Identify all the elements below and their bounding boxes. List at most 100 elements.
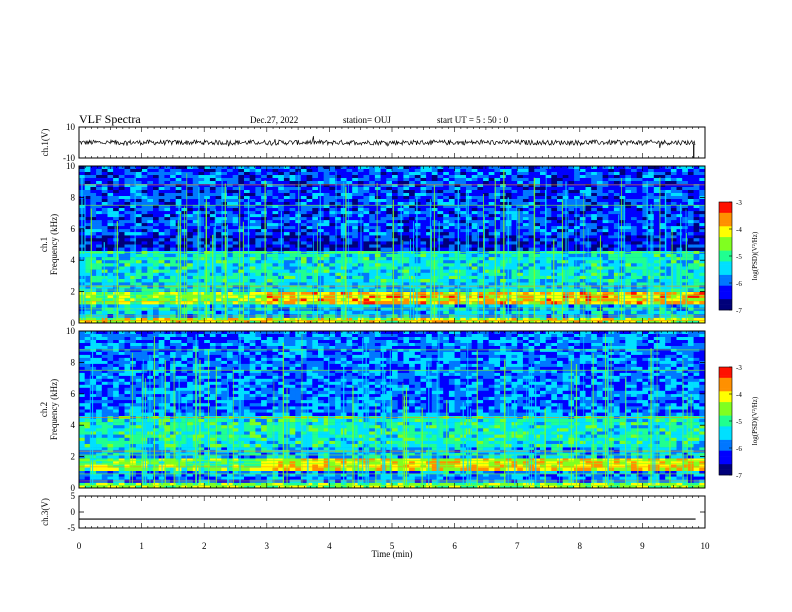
spectrogram-cell [687, 244, 694, 248]
spectrogram-cell [608, 253, 615, 258]
spectrogram-cell [443, 241, 450, 245]
spectrogram-cell [283, 253, 290, 258]
spectrogram-cell [215, 253, 222, 258]
spectrogram-cell [135, 190, 142, 194]
spectrogram-cell [84, 263, 91, 267]
spectrogram-cell [574, 301, 581, 305]
spectrogram-cell [318, 320, 324, 324]
spectrogram-cell [312, 178, 319, 182]
spectrogram-cell [266, 229, 273, 233]
spectrogram-cell [312, 220, 319, 224]
spectrogram-cell [631, 285, 637, 289]
spectrogram-cell [460, 205, 467, 209]
spectrogram-cell [124, 244, 131, 248]
spectrogram-cell [380, 257, 387, 261]
spectrogram-cell [448, 275, 455, 280]
spectrogram-cell [369, 275, 376, 280]
spectrogram-cell [238, 223, 245, 227]
spectrogram-cell [153, 208, 159, 212]
spectrogram-cell [483, 294, 490, 299]
spectrogram-cell [261, 187, 268, 191]
spectrogram-cell [118, 282, 125, 286]
spectrogram-cell [374, 211, 381, 215]
spectrogram-cell [369, 223, 376, 227]
spectrogram-cell [591, 304, 598, 308]
spectrogram-cell [369, 172, 376, 176]
spectrogram-cell [204, 247, 211, 251]
spectrogram-cell [619, 247, 626, 251]
spectrogram-cell [90, 211, 97, 215]
spectrogram-cell [312, 181, 319, 185]
spectrogram-cell [90, 238, 97, 242]
spectrogram-cell [244, 172, 250, 176]
spectrogram-cell [477, 260, 484, 264]
spectrogram-cell [414, 190, 421, 194]
spectrogram-cell [574, 317, 581, 321]
spectrogram-cell [386, 241, 393, 245]
spectrogram-cell [107, 193, 114, 197]
spectrogram-cell [323, 304, 330, 308]
spectrogram-cell [477, 247, 484, 251]
spectrogram-cell [534, 304, 541, 308]
spectrogram-cell [454, 217, 461, 221]
spectrogram-cell [545, 285, 552, 289]
spectrogram-cell [96, 294, 103, 299]
spectrogram-cell [96, 223, 103, 227]
spectrogram-cell [261, 238, 268, 242]
spectrogram-cell [591, 294, 598, 299]
spectrogram-cell [596, 247, 603, 251]
spectrogram-cell [454, 297, 461, 302]
spectrogram-cell [335, 260, 342, 264]
spectrogram-cell [124, 181, 131, 185]
spectrogram-cell [261, 266, 268, 270]
spectrogram-cell [261, 263, 268, 267]
spectrogram-cell [278, 184, 285, 188]
spectrogram-cell [306, 211, 313, 215]
spectrogram-cell [568, 235, 575, 239]
spectrogram-cell [357, 202, 364, 206]
spectrogram-cell [170, 178, 177, 182]
spectrogram-cell [426, 244, 433, 248]
spectrogram-cell [676, 260, 683, 264]
spectrogram-cell [369, 193, 376, 197]
spectrogram-cell [238, 166, 245, 170]
spectrogram-cell [289, 193, 296, 197]
spectrogram-cell [153, 190, 159, 194]
spectrogram-cell [323, 272, 330, 277]
spectrogram-cell [466, 199, 472, 203]
spectrogram-cell [369, 310, 376, 315]
spectrogram-cell [522, 294, 529, 299]
spectrogram-cell [363, 232, 370, 236]
spectrogram-cell [170, 211, 177, 215]
spectrogram-cell [84, 272, 91, 277]
spectrogram-cell [283, 247, 290, 251]
spectrogram-cell [483, 181, 490, 185]
spectrogram-cell [272, 266, 279, 270]
spectrogram-cell [426, 307, 433, 312]
spectrogram-cell [135, 279, 142, 283]
spectrogram-cell [420, 235, 427, 239]
spectrogram-cell [147, 247, 154, 251]
spectrogram-cell [130, 241, 137, 245]
spectrogram-cell [244, 235, 250, 239]
spectrogram-cell [164, 175, 171, 179]
spectrogram-cell [591, 247, 598, 251]
spectrogram-cell [448, 196, 455, 200]
spectrogram-cell [483, 172, 490, 176]
spectrogram-cell [699, 269, 706, 273]
spectrogram-cell [392, 260, 398, 264]
spectrogram-cell [323, 241, 330, 245]
spectrogram-cell [579, 279, 586, 283]
spectrogram-cell [608, 235, 615, 239]
spectrogram-cell [488, 307, 495, 312]
spectrogram-cell [335, 301, 342, 305]
spectrogram-cell [164, 193, 171, 197]
spectrogram-cell [113, 229, 120, 233]
spectrogram-cell [153, 175, 159, 179]
spectrogram-cell [471, 178, 478, 182]
spectrogram-cell [403, 297, 410, 302]
spectrogram-cell [300, 223, 307, 227]
spectrogram-cell [135, 297, 142, 302]
spectrogram-cell [414, 235, 421, 239]
spectrogram-cell [346, 211, 353, 215]
